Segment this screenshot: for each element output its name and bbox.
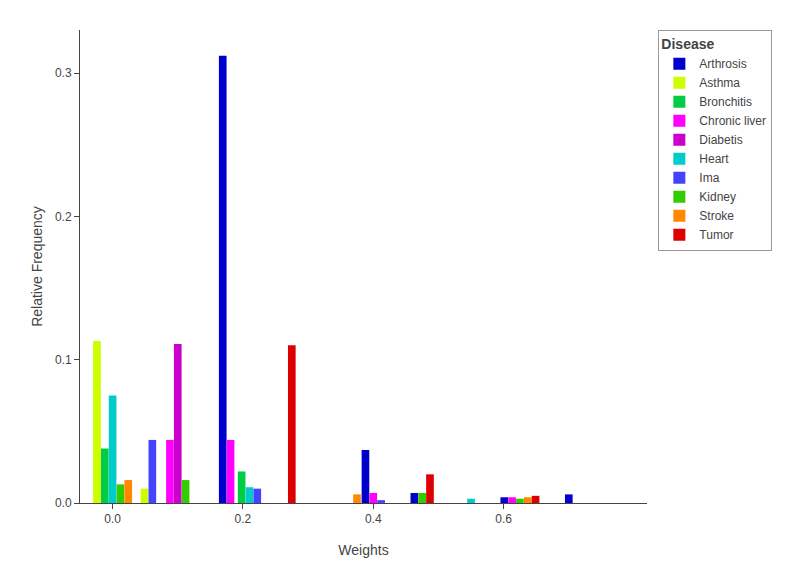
svg-text:0.4: 0.4 — [365, 512, 382, 526]
svg-text:Heart: Heart — [699, 152, 729, 166]
svg-text:0.6: 0.6 — [495, 512, 512, 526]
svg-text:Disease: Disease — [661, 36, 714, 52]
svg-text:Tumor: Tumor — [699, 228, 733, 242]
svg-text:Bronchitis: Bronchitis — [699, 95, 752, 109]
svg-text:0.1: 0.1 — [55, 353, 72, 367]
svg-text:Arthrosis: Arthrosis — [699, 57, 746, 71]
svg-text:Asthma: Asthma — [699, 76, 740, 90]
svg-text:0.0: 0.0 — [104, 512, 121, 526]
svg-text:Ima: Ima — [699, 171, 719, 185]
svg-text:0.3: 0.3 — [55, 66, 72, 80]
svg-text:Kidney: Kidney — [699, 190, 736, 204]
svg-text:0.0: 0.0 — [55, 496, 72, 510]
svg-text:Chronic liver: Chronic liver — [699, 114, 766, 128]
svg-text:0.2: 0.2 — [235, 512, 252, 526]
svg-text:0.2: 0.2 — [55, 210, 72, 224]
svg-text:Relative Frequency: Relative Frequency — [29, 206, 45, 327]
svg-text:Weights: Weights — [338, 542, 388, 558]
svg-text:Diabetis: Diabetis — [699, 133, 742, 147]
svg-text:Stroke: Stroke — [699, 209, 734, 223]
